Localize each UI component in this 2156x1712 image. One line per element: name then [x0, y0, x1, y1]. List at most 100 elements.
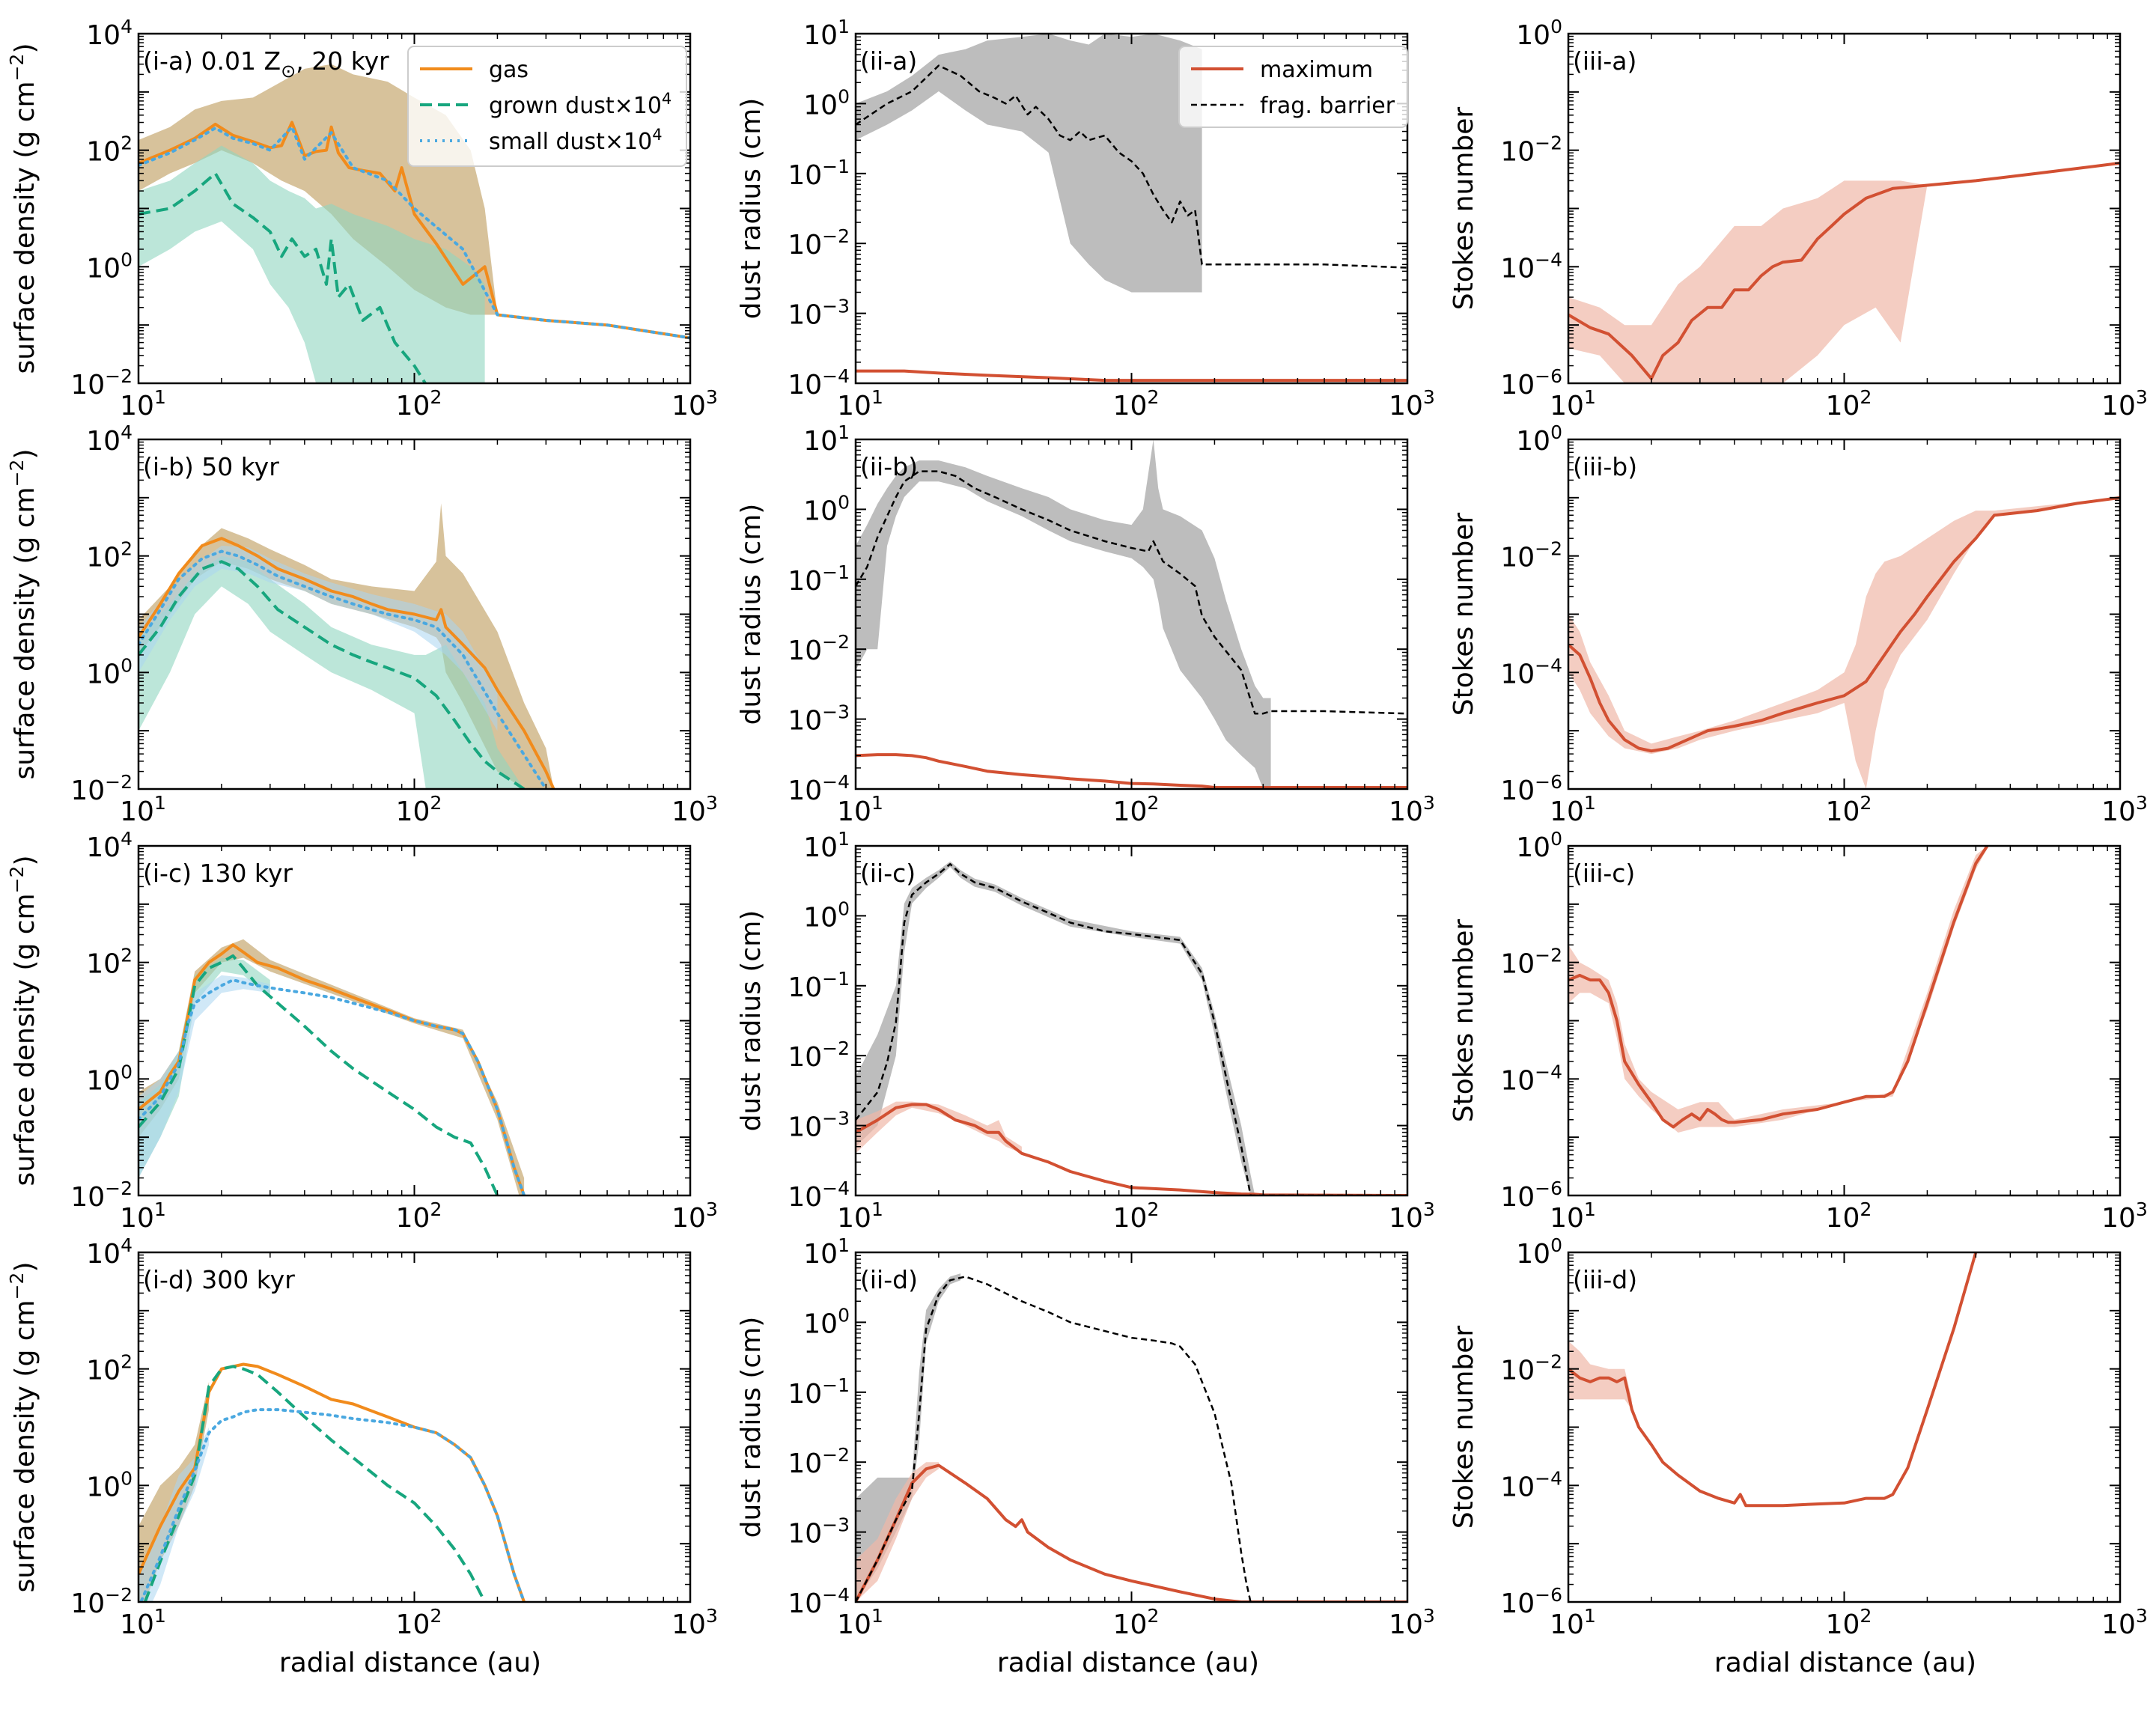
y-tick-base: 10 [803, 1309, 838, 1339]
x-tick-label: 101 [120, 1605, 166, 1640]
panel-title: (ii-a) [860, 46, 917, 76]
x-tick-label-exp: 3 [706, 386, 718, 408]
y-tick-label: 10−2 [70, 1584, 133, 1619]
y-tick-exp: 0 [121, 249, 133, 270]
y-axis-label-text: Stokes number [1449, 107, 1479, 311]
y-tick-base: 10 [803, 496, 838, 526]
x-tick-label-exp: 2 [1147, 1198, 1159, 1220]
x-tick-label: 102 [396, 792, 442, 827]
y-tick-label: 10−6 [1500, 1178, 1562, 1213]
plot-area [138, 503, 555, 789]
y-tick-label: 10−1 [788, 1374, 850, 1410]
x-tick-label-base: 10 [2101, 1609, 2136, 1640]
y-tick-base: 10 [86, 1065, 121, 1096]
x-tick-label-exp: 2 [1147, 792, 1159, 814]
y-tick-exp: 1 [838, 1234, 850, 1256]
y-tick-label: 100 [86, 249, 133, 284]
panel-title: (iii-a) [1573, 46, 1636, 76]
x-tick-label-exp: 3 [2136, 1198, 2148, 1220]
y-tick-label: 10−6 [1500, 365, 1562, 400]
y-tick-base: 10 [1500, 1065, 1535, 1096]
y-axis-label: surface density (g cm−2) [6, 855, 40, 1186]
y-tick-label: 10−3 [788, 701, 850, 737]
y-tick-label: 10−3 [788, 296, 850, 331]
x-tick-label: 103 [672, 1198, 718, 1234]
series-line-maximum [856, 369, 1407, 383]
y-tick-base: 10 [1500, 776, 1535, 806]
y-tick-base: 10 [1500, 659, 1535, 689]
y-tick-base: 10 [70, 1182, 105, 1213]
series-line-maximum [1568, 846, 1989, 1129]
y-tick-exp: −1 [822, 1374, 850, 1396]
y-tick-label: 101 [803, 421, 850, 457]
panel-title-rest: , 20 kyr [296, 46, 389, 76]
x-tick-label-exp: 3 [1423, 386, 1435, 408]
panel-title: (iii-b) [1573, 452, 1637, 481]
plot-area [1568, 496, 2120, 789]
plot-area [138, 1362, 526, 1602]
y-tick-exp: −4 [822, 1178, 850, 1199]
x-tick-label: 101 [1550, 1198, 1596, 1234]
y-tick-exp: −6 [1535, 1178, 1562, 1199]
y-tick-base: 10 [788, 636, 822, 666]
plot-area [138, 939, 526, 1195]
y-tick-label: 10−1 [788, 561, 850, 597]
panel-title-text: (i-c) 130 kyr [143, 859, 293, 888]
y-tick-label: 100 [86, 1467, 133, 1502]
series-line-frag-barrier [856, 863, 1407, 1195]
legend-sup: 4 [652, 126, 662, 144]
x-tick-label-base: 10 [837, 1609, 871, 1640]
band-maximum-range [856, 1462, 939, 1602]
band-maximum-range [1568, 162, 2120, 383]
y-tick-base: 10 [788, 1449, 822, 1479]
y-tick-exp: −4 [822, 1584, 850, 1606]
plot-area [856, 439, 1407, 789]
y-tick-label: 10−2 [1500, 1351, 1562, 1386]
y-tick-exp: −3 [822, 296, 850, 317]
panel-title: (iii-c) [1573, 859, 1635, 888]
x-tick-label-base: 10 [396, 391, 430, 421]
x-tick-label: 102 [1826, 1198, 1872, 1234]
y-tick-exp: −3 [822, 1514, 850, 1536]
y-tick-exp: 2 [121, 538, 133, 560]
panel-title: (ii-b) [860, 452, 918, 481]
y-tick-exp: 2 [121, 945, 133, 966]
panel-title: (i-c) 130 kyr [143, 859, 293, 888]
y-tick-base: 10 [86, 1356, 121, 1386]
y-tick-base: 10 [1500, 949, 1535, 980]
y-axis-label-text: surface density (g cm [10, 81, 40, 374]
plot-area [1568, 1252, 1978, 1508]
y-tick-base: 10 [1500, 1182, 1535, 1213]
x-tick-label: 103 [2101, 1198, 2148, 1234]
plot-area [856, 861, 1407, 1195]
y-tick-label: 10−2 [70, 771, 133, 806]
x-tick-label-exp: 2 [1147, 1605, 1159, 1627]
x-tick-label: 101 [1550, 792, 1596, 827]
y-tick-exp: 0 [1550, 1234, 1562, 1256]
y-tick-label: 100 [803, 1304, 850, 1339]
x-tick-label: 102 [1826, 386, 1872, 421]
x-tick-label: 103 [1389, 1605, 1435, 1640]
x-tick-label: 101 [120, 792, 166, 827]
x-tick-label-base: 10 [672, 391, 706, 421]
y-axis-label: dust radius (cm) [736, 504, 767, 725]
panel-title-sub: ⊙ [281, 61, 296, 82]
y-tick-base: 10 [803, 90, 838, 121]
y-axis-label-text: dust radius (cm) [736, 504, 767, 725]
plot-area [856, 34, 1407, 383]
x-tick-label-base: 10 [396, 1609, 430, 1640]
x-tick-label: 102 [1826, 1605, 1872, 1640]
y-tick-exp: −4 [822, 771, 850, 793]
x-tick-label: 102 [1113, 1605, 1160, 1640]
y-tick-exp: −6 [1535, 365, 1562, 387]
y-tick-base: 10 [1500, 1472, 1535, 1502]
band-small-range [138, 975, 270, 1178]
x-tick-label-base: 10 [837, 1203, 871, 1234]
y-tick-label: 101 [803, 1234, 850, 1270]
y-tick-base: 10 [788, 972, 822, 1003]
x-tick-label-base: 10 [2101, 796, 2136, 827]
legend-label-small: small dust×104 [489, 126, 663, 155]
y-tick-label: 10−2 [788, 1444, 850, 1479]
plot-area [856, 1273, 1407, 1602]
